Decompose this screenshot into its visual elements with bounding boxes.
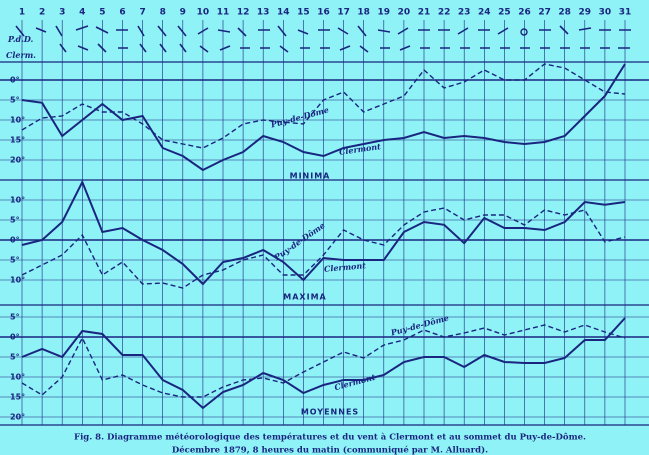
day-label: 10 [197, 8, 210, 18]
series-label: Clermont [338, 141, 381, 157]
day-label: 12 [237, 8, 250, 18]
series-line [21, 207, 626, 289]
day-label: 15 [297, 8, 310, 18]
day-label: 11 [217, 8, 230, 18]
series-label: Puy-de-Dôme [271, 220, 326, 263]
panel-title: MINIMA [290, 172, 331, 181]
panel-title: MAXIMA [283, 293, 326, 302]
day-label: 21 [418, 8, 431, 18]
series-label: Clermont [333, 372, 376, 393]
day-label: 13 [257, 8, 270, 18]
caption: Décembre 1879, 8 heures du matin (commun… [172, 445, 488, 455]
day-label: 7 [139, 8, 145, 18]
day-label: 24 [478, 8, 491, 18]
series-line [21, 179, 626, 286]
day-label: 3 [59, 8, 65, 18]
day-label: 29 [579, 8, 592, 18]
wind-row-label: Clerm. [6, 50, 36, 60]
series-line [21, 63, 626, 149]
panel-title: MOYENNES [301, 408, 359, 417]
series-line [21, 63, 626, 172]
day-label: 25 [498, 8, 511, 18]
series-label: Puy-de-Dôme [389, 312, 450, 337]
series-line [21, 317, 626, 410]
day-label: 26 [518, 8, 531, 18]
day-label: 18 [357, 8, 370, 18]
caption: Fig. 8. Diagramme météorologique des tem… [74, 432, 586, 443]
day-label: 1 [19, 8, 25, 18]
series-line [21, 324, 626, 398]
day-label: 23 [458, 8, 471, 18]
day-label: 5 [99, 8, 105, 18]
day-label: 4 [79, 8, 85, 18]
day-label: 20 [398, 8, 411, 18]
day-label: 22 [438, 8, 451, 18]
day-label: 2 [39, 8, 45, 18]
day-label: 9 [180, 8, 186, 18]
day-label: 30 [599, 8, 612, 18]
series-label: Clermont [324, 260, 367, 274]
day-label: 17 [337, 8, 350, 18]
day-label: 14 [277, 8, 290, 18]
series-label: Puy-de-Dôme [269, 104, 330, 129]
wind-row-label: P.d.D. [7, 34, 34, 44]
day-label: 28 [558, 8, 571, 18]
day-label: 6 [119, 8, 125, 18]
day-label: 19 [378, 8, 391, 18]
day-label: 8 [160, 8, 166, 18]
day-label: 27 [538, 8, 551, 18]
day-label: 16 [317, 8, 330, 18]
day-label: 31 [619, 8, 632, 18]
calm-mark [520, 28, 528, 36]
